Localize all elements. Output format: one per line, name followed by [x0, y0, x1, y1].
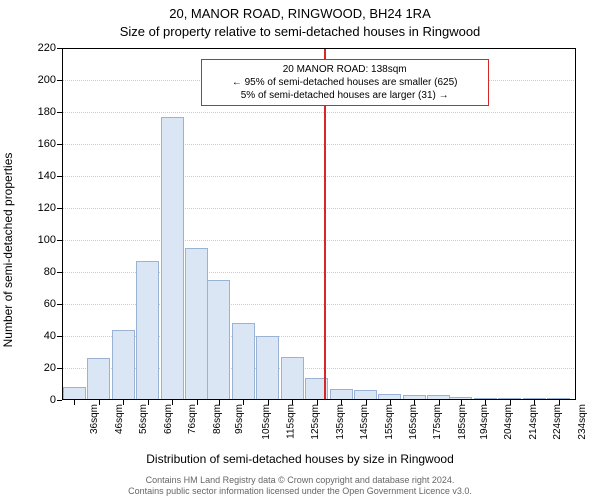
x-tick-mark [559, 400, 560, 405]
histogram-bar [87, 358, 110, 400]
y-tick-label: 140 [38, 170, 62, 182]
x-tick-mark [366, 400, 367, 405]
x-tick-mark [341, 400, 342, 405]
x-tick-mark [123, 400, 124, 405]
x-tick-mark [390, 400, 391, 405]
y-tick-label: 20 [44, 362, 62, 374]
x-tick-mark [292, 400, 293, 405]
x-tick-label: 214sqm [528, 404, 539, 440]
y-axis-label: Number of semi-detached properties [1, 153, 15, 348]
x-tick-label: 125sqm [310, 404, 321, 440]
chart-title-line1: 20, MANOR ROAD, RINGWOOD, BH24 1RA [0, 6, 600, 21]
x-tick-label: 115sqm [285, 404, 296, 439]
x-tick-label: 135sqm [334, 404, 345, 440]
histogram-bar [63, 387, 86, 400]
x-tick-mark [317, 400, 318, 405]
histogram-bar [136, 261, 159, 400]
y-tick-label: 40 [44, 330, 62, 342]
x-tick-mark [461, 400, 462, 405]
histogram-bar [330, 389, 353, 400]
x-tick-mark [534, 400, 535, 405]
footer-line-2: Contains public sector information licen… [0, 486, 600, 497]
x-tick-label: 86sqm [212, 404, 223, 434]
x-tick-mark [148, 400, 149, 405]
x-tick-label: 165sqm [408, 404, 419, 440]
x-tick-label: 175sqm [432, 404, 443, 440]
y-tick-label: 0 [50, 394, 62, 406]
x-tick-mark [510, 400, 511, 405]
attribution-footer: Contains HM Land Registry data © Crown c… [0, 475, 600, 498]
x-tick-label: 185sqm [457, 404, 468, 440]
x-tick-label: 204sqm [503, 404, 514, 440]
histogram-bar [281, 357, 304, 400]
x-tick-mark [99, 400, 100, 405]
annotation-line: ← 95% of semi-detached houses are smalle… [208, 76, 482, 89]
x-tick-label: 56sqm [138, 404, 149, 434]
y-tick-label: 80 [44, 266, 62, 278]
x-tick-mark [243, 400, 244, 405]
y-tick-label: 120 [38, 202, 62, 214]
footer-line-1: Contains HM Land Registry data © Crown c… [0, 475, 600, 486]
histogram-bar [232, 323, 255, 400]
histogram-bar [207, 280, 230, 400]
y-tick-label: 220 [38, 42, 62, 54]
y-tick-label: 160 [38, 138, 62, 150]
histogram-bar [112, 330, 135, 400]
histogram-bar [161, 117, 184, 400]
histogram-bar [185, 248, 208, 400]
x-tick-mark [414, 400, 415, 405]
x-tick-label: 46sqm [114, 404, 125, 434]
x-axis-label: Distribution of semi-detached houses by … [0, 452, 600, 466]
annotation-line: 5% of semi-detached houses are larger (3… [208, 89, 482, 102]
annotation-line: 20 MANOR ROAD: 138sqm [208, 63, 482, 76]
x-tick-mark [74, 400, 75, 405]
x-tick-label: 194sqm [479, 404, 490, 440]
histogram-bar [256, 336, 279, 400]
x-tick-mark [439, 400, 440, 405]
property-size-histogram: 20, MANOR ROAD, RINGWOOD, BH24 1RA Size … [0, 0, 600, 500]
y-tick-label: 180 [38, 106, 62, 118]
x-tick-label: 66sqm [163, 404, 174, 434]
y-tick-label: 200 [38, 74, 62, 86]
x-tick-label: 105sqm [261, 404, 272, 440]
x-tick-mark [197, 400, 198, 405]
plot-area: 20 MANOR ROAD: 138sqm← 95% of semi-detac… [62, 48, 576, 400]
x-tick-label: 234sqm [577, 404, 588, 440]
chart-title-line2: Size of property relative to semi-detach… [0, 24, 600, 39]
y-tick-label: 60 [44, 298, 62, 310]
x-tick-label: 76sqm [187, 404, 198, 434]
x-tick-label: 224sqm [552, 404, 563, 440]
x-tick-mark [485, 400, 486, 405]
x-tick-label: 36sqm [89, 404, 100, 434]
x-tick-mark [268, 400, 269, 405]
annotation-box: 20 MANOR ROAD: 138sqm← 95% of semi-detac… [201, 59, 489, 106]
x-tick-mark [172, 400, 173, 405]
x-tick-label: 95sqm [234, 404, 245, 434]
y-tick-label: 100 [38, 234, 62, 246]
histogram-bar [354, 390, 377, 400]
x-tick-mark [219, 400, 220, 405]
x-tick-label: 155sqm [383, 404, 394, 440]
x-tick-label: 145sqm [359, 404, 370, 440]
